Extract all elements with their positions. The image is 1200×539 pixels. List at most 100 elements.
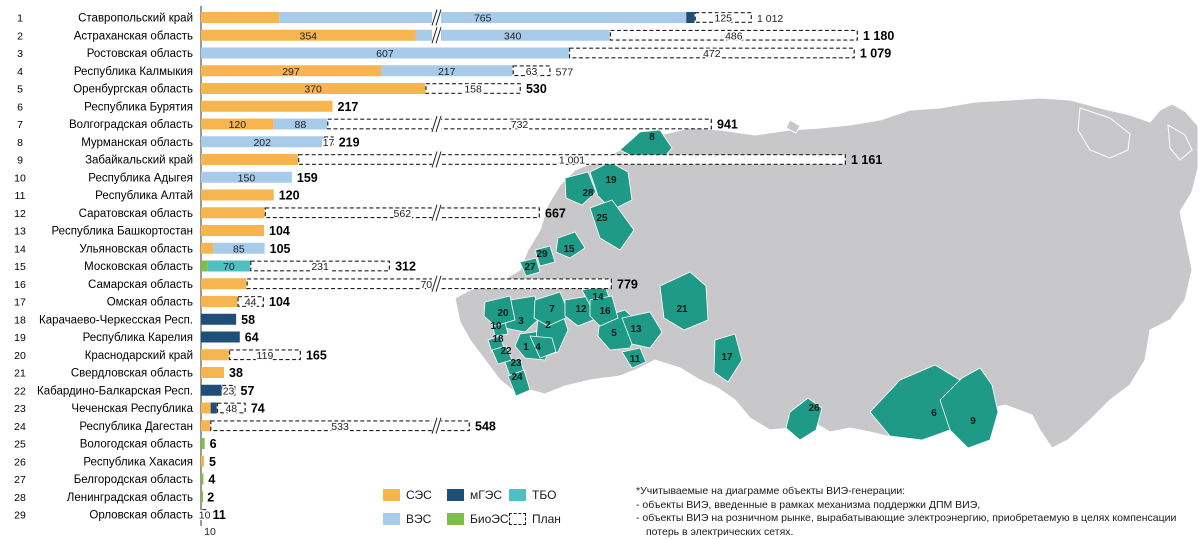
region-row-7: 7 Волгоградская область 120 88 732 941 <box>17 115 738 133</box>
bar-label-plan: 48 <box>225 403 237 415</box>
bar-ses <box>201 100 333 112</box>
map-region-label-10: 10 <box>490 321 502 332</box>
map-region-label-18: 18 <box>492 334 504 345</box>
region-row-27: 27 Белгородская область 4 <box>14 473 215 487</box>
bar-total: 217 <box>338 100 359 114</box>
axis-break-mask <box>432 275 441 292</box>
map-region-label-2: 2 <box>545 320 551 331</box>
map-region-label-24: 24 <box>511 372 523 383</box>
footnote-item-2: - объекты ВИЭ на розничном рынке, выраба… <box>636 512 1177 538</box>
bar-mges <box>201 331 240 343</box>
legend-label-mges: мГЭС <box>470 488 503 502</box>
bar-total: 74 <box>251 402 265 416</box>
map-region-label-13: 13 <box>630 324 642 335</box>
bar-total: 165 <box>306 348 327 362</box>
map-region-label-26: 26 <box>808 403 820 414</box>
bar-plan <box>323 136 334 148</box>
bar-total: 1 161 <box>851 153 882 167</box>
bar-ses <box>201 242 214 254</box>
bar-mges <box>686 12 695 23</box>
bar-ses <box>201 118 274 130</box>
bar-total: 105 <box>270 242 291 256</box>
bar-ses <box>201 225 265 236</box>
region-row-22: 22 Кабардино-Балкарская Респ. 23 57 <box>14 384 254 399</box>
region-row-9: 9 Забайкальский край 1 001 1 161 <box>17 151 882 168</box>
region-row-15: 15 Московская область 70 231 312 <box>14 260 416 275</box>
bar-label-plan: 23 <box>223 385 235 397</box>
region-name: Ростовская область <box>87 48 193 60</box>
bar-label-plan: 158 <box>464 84 482 96</box>
region-name: Чеченская Республика <box>71 403 193 415</box>
region-row-4: 4 Республика Калмыкия 297 217 63 577 <box>17 64 573 79</box>
rank-label: 22 <box>14 385 26 397</box>
footnote: *Учитываемые на диаграмме объекты ВИЭ-ге… <box>636 485 1196 539</box>
region-row-11: 11 Республика Алтай 120 <box>15 189 300 203</box>
region-name: Ленинградская область <box>67 492 193 504</box>
legend-item-bioes: БиоЭС <box>447 512 509 526</box>
axis-break-mark <box>431 27 438 44</box>
axis-break-mask <box>432 204 441 221</box>
bar-label-ves: 217 <box>438 66 456 78</box>
bar-plan <box>250 260 390 272</box>
map-region-label-16: 16 <box>599 306 611 317</box>
axis-break-mark <box>435 204 442 221</box>
region-name: Мурманская область <box>81 137 193 149</box>
bar-total: 667 <box>545 206 566 220</box>
bar-total: 1 180 <box>863 29 894 43</box>
map-region-26 <box>785 397 823 441</box>
rank-label: 8 <box>17 137 23 149</box>
bar-total: 530 <box>526 82 547 96</box>
map-region-label-28: 28 <box>582 188 594 199</box>
region-row-19: 19 Республика Карелия 64 <box>14 331 259 345</box>
region-name: Московская область <box>84 261 193 273</box>
bar-ves <box>213 242 265 254</box>
map-region-label-17: 17 <box>721 352 733 363</box>
map-region-label-6: 6 <box>931 408 937 419</box>
bar-ses <box>201 509 203 520</box>
footnote-item-1: - объекты ВИЭ, введенные в рамках механи… <box>636 498 981 511</box>
map-region-label-29: 29 <box>536 249 548 260</box>
bar-label-ses: 370 <box>304 84 322 96</box>
map-landmass-4 <box>1167 124 1193 161</box>
axis-break-mask <box>432 27 441 44</box>
rank-label: 7 <box>17 119 23 131</box>
axis-break-mask <box>432 151 441 168</box>
legend-label-tbo: ТБО <box>532 488 557 502</box>
map-region-25 <box>589 199 635 251</box>
bar-ses <box>201 29 416 41</box>
region-name: Забайкальский край <box>85 155 193 167</box>
rank-label: 16 <box>14 279 26 291</box>
axis-break-mark <box>431 204 438 221</box>
bar-ves <box>415 29 610 41</box>
bar-ves <box>201 136 324 148</box>
bar-label-plan: 533 <box>331 421 349 433</box>
bar-ses <box>201 296 238 307</box>
region-name: Республика Адыгея <box>88 172 193 184</box>
bar-plan <box>327 118 712 130</box>
legend-item-mges: мГЭС <box>447 488 502 502</box>
bar-label-plan: 17 <box>323 137 335 149</box>
bar-ves <box>201 171 292 183</box>
map-region-label-7: 7 <box>549 304 555 315</box>
map-landmass-1 <box>454 97 1199 449</box>
legend-item-tbo: ТБО <box>509 488 556 502</box>
axis-break-mark <box>435 275 442 292</box>
bar-total: 1 012 <box>757 13 783 25</box>
legend-label-ves: ВЭС <box>406 512 432 526</box>
map-region-label-9: 9 <box>970 416 976 427</box>
bar-label-ves: 765 <box>474 13 492 25</box>
map-region-28 <box>564 171 597 206</box>
bar-ses <box>201 420 211 432</box>
bar-label-plan-below: 10 <box>204 526 216 537</box>
region-name: Республика Хакасия <box>83 456 193 468</box>
map-region-24 <box>507 369 531 397</box>
region-name: Вологодская область <box>80 439 193 451</box>
bar-ves <box>279 12 687 23</box>
legend-item-plan: План <box>509 512 561 526</box>
bar-total: 6 <box>210 437 217 451</box>
region-row-26: 26 Республика Хакасия 5 <box>14 455 216 469</box>
bar-total: 104 <box>269 295 290 309</box>
rank-label: 18 <box>14 314 26 326</box>
